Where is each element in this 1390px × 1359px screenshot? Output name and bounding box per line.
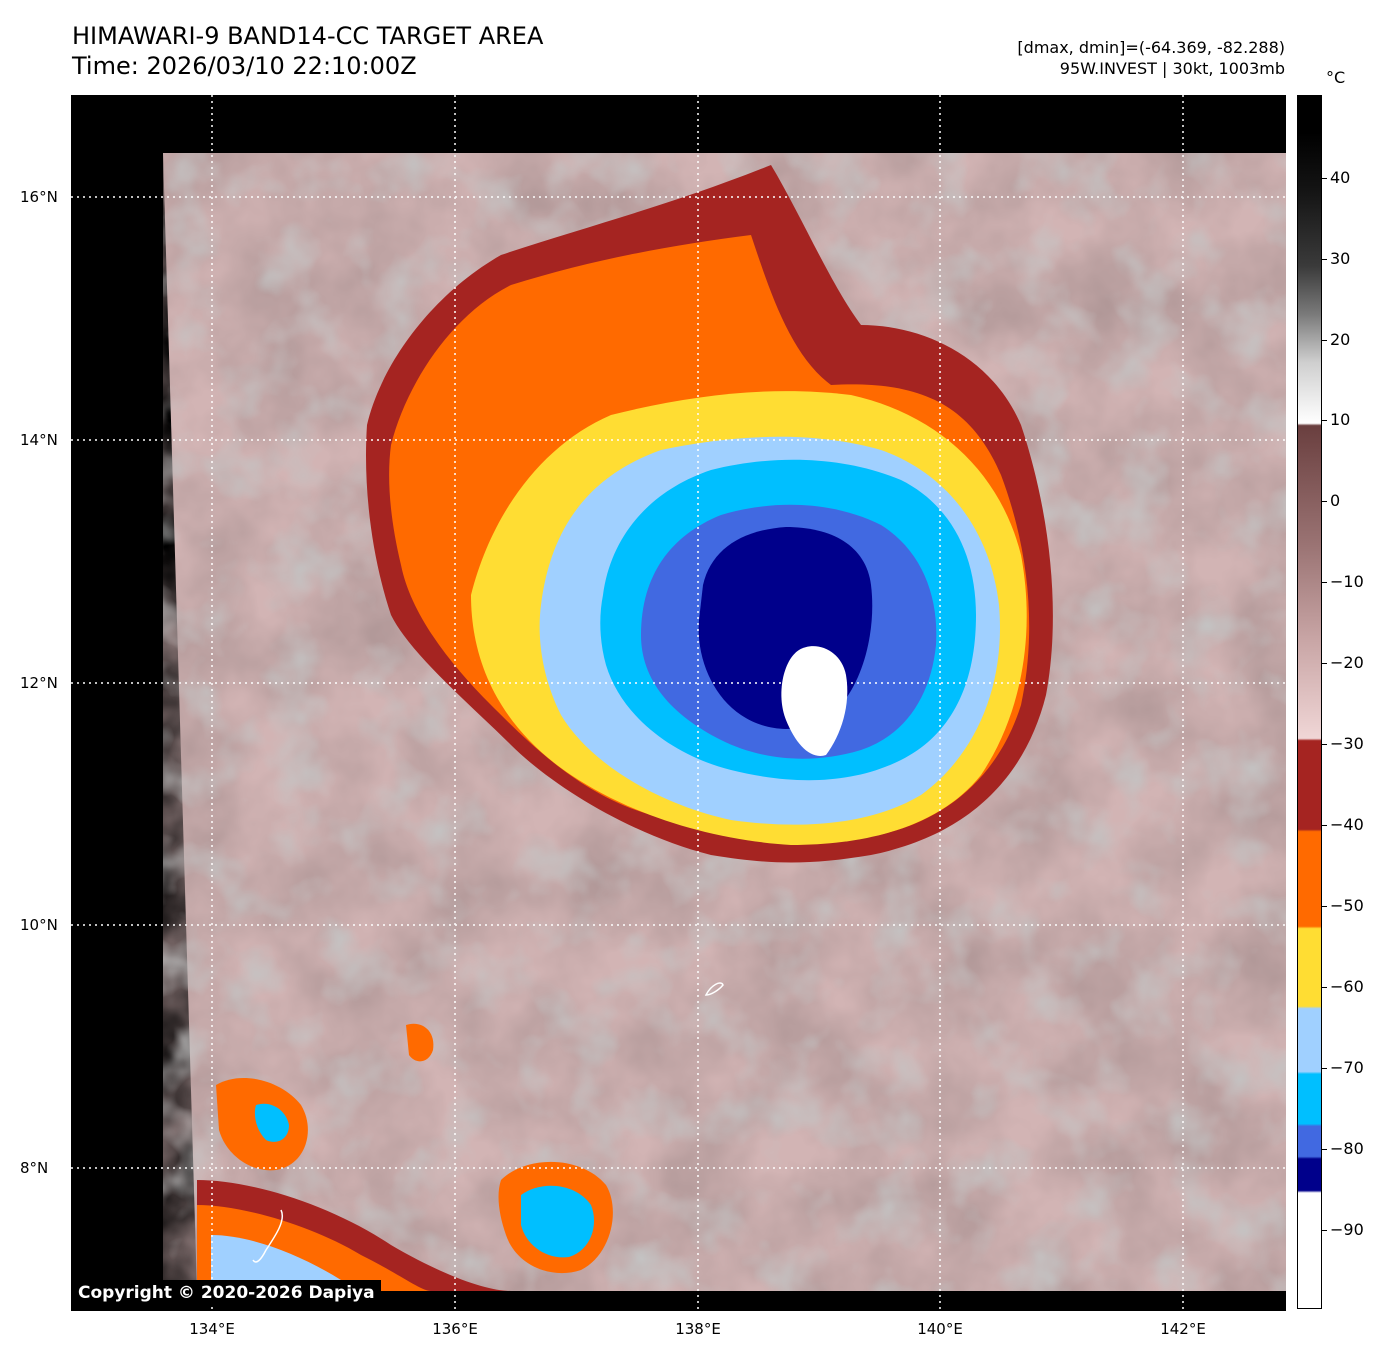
colorbar-tick: −10 (1330, 572, 1364, 591)
lon-label: 140°E (917, 1320, 963, 1338)
colorbar-tick: −20 (1330, 653, 1364, 672)
lon-label: 138°E (675, 1320, 721, 1338)
chart-title: HIMAWARI-9 BAND14-CC TARGET AREA (72, 22, 544, 50)
dmax-dmin-label: [dmax, dmin]=(-64.369, -82.288) (1017, 38, 1285, 57)
colorbar-tick: 20 (1330, 330, 1351, 349)
colorbar-tick: −60 (1330, 977, 1364, 996)
lat-lon-grid (71, 95, 1286, 1311)
lat-label: 10°N (20, 916, 58, 934)
colorbar-tick: −80 (1330, 1139, 1364, 1158)
lat-label: 8°N (20, 1159, 49, 1177)
colorbar-tick: −40 (1330, 815, 1364, 834)
colorbar-tick: −70 (1330, 1058, 1364, 1077)
lat-label: 16°N (20, 188, 58, 206)
colorbar-unit: °C (1326, 68, 1346, 87)
lon-label: 134°E (189, 1320, 235, 1338)
small-cold-cells (197, 1023, 613, 1291)
storm-info-label: 95W.INVEST | 30kt, 1003mb (1059, 59, 1285, 78)
colorbar-tick: −50 (1330, 896, 1364, 915)
lon-label: 142°E (1160, 1320, 1206, 1338)
colorbar-tick: 40 (1330, 168, 1351, 187)
coastline (252, 982, 724, 1263)
colorbar-tick: −90 (1330, 1220, 1364, 1239)
colorbar (1297, 95, 1322, 1309)
colorbar-tick: −30 (1330, 734, 1364, 753)
colorbar-tick: 10 (1330, 410, 1351, 429)
lat-label: 14°N (20, 431, 58, 449)
time-label: Time: 2026/03/10 22:10:00Z (72, 52, 417, 80)
copyright-label: Copyright © 2020-2026 Dapiya (72, 1280, 381, 1306)
lat-label: 12°N (20, 674, 58, 692)
lon-label: 136°E (432, 1320, 478, 1338)
satellite-map (71, 95, 1286, 1311)
cold-cloud-tops (366, 165, 1053, 863)
colorbar-tick: 30 (1330, 249, 1351, 268)
colorbar-tick: 0 (1330, 491, 1341, 510)
